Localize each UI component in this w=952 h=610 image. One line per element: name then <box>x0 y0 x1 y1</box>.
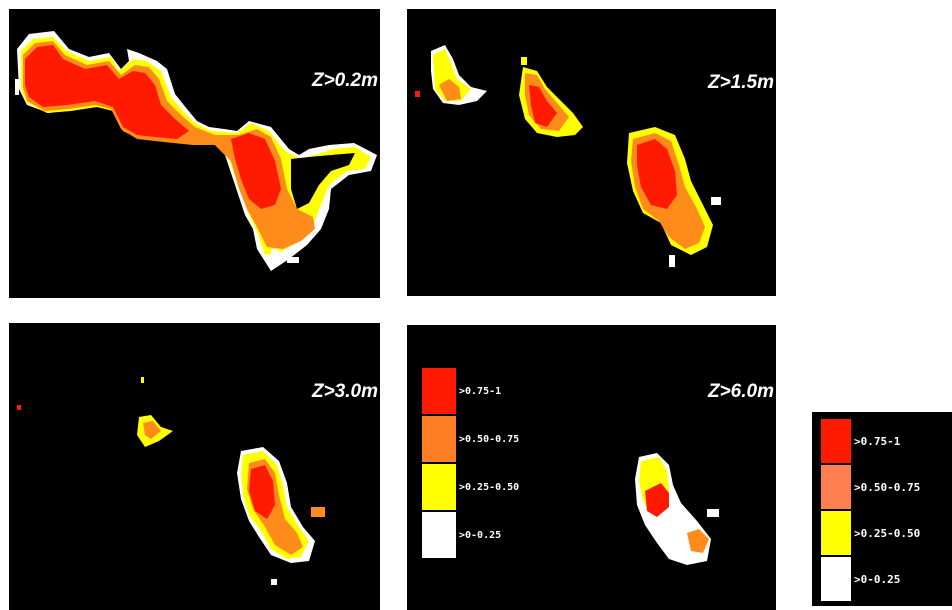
legend-label: >0-0.25 <box>459 529 502 541</box>
legend-label: >0.25-0.50 <box>459 481 520 493</box>
legend-label: >0.50-0.75 <box>854 480 921 494</box>
legend-item: >0.75-1 <box>820 418 900 464</box>
panel-label: Z>1.5m <box>707 72 774 93</box>
legend-label: >0.50-0.75 <box>459 433 520 445</box>
legend-label: >0.75-1 <box>459 385 502 397</box>
inundation-map-z-0-2 <box>15 31 377 271</box>
legend-label: >0.75-1 <box>854 434 901 448</box>
legend-swatch-mid-low <box>421 463 457 511</box>
legend-swatch-mid-high <box>421 415 457 463</box>
legend-inset: >0.75-1 >0.50-0.75 >0.25-0.50 >0-0.25 <box>421 367 549 559</box>
legend-item: >0.75-1 <box>421 367 501 415</box>
legend-item: >0-0.25 <box>421 511 501 559</box>
map-panel-z-6-0: Z>6.0m >0.75-1 >0.50-0.75 >0.25-0.50 >0-… <box>407 325 776 610</box>
map-panel-z-1-5: Z>1.5m <box>407 9 776 296</box>
legend-item: >0-0.25 <box>820 556 900 602</box>
inundation-map-z-6-0 <box>635 453 719 565</box>
legend-swatch-high <box>421 367 457 415</box>
inundation-map-z-3-0 <box>17 377 325 585</box>
map-panel-z-3-0: Z>3.0m <box>9 323 380 610</box>
panel-label: Z>3.0m <box>311 381 378 402</box>
legend-item: >0.25-0.50 <box>820 510 920 556</box>
legend-item: >0.25-0.50 <box>421 463 519 511</box>
legend-side: >0.75-1 >0.50-0.75 >0.25-0.50 >0-0.25 <box>812 412 952 606</box>
panel-label: Z>0.2m <box>311 70 378 91</box>
zone-high-west <box>25 45 189 139</box>
legend-swatch-mid-low <box>820 510 852 556</box>
legend-swatch-mid-high <box>820 464 852 510</box>
legend-item: >0.50-0.75 <box>820 464 920 510</box>
inundation-map-z-1-5 <box>415 45 721 267</box>
legend-label: >0-0.25 <box>854 572 901 586</box>
panel-label: Z>6.0m <box>707 381 774 402</box>
zone-high-east <box>231 133 281 209</box>
legend-swatch-low <box>421 511 457 559</box>
legend-item: >0.50-0.75 <box>421 415 519 463</box>
map-panel-z-0-2: Z>0.2m <box>9 9 380 298</box>
legend-label: >0.25-0.50 <box>854 526 921 540</box>
legend-swatch-low <box>820 556 852 602</box>
legend-swatch-high <box>820 418 852 464</box>
